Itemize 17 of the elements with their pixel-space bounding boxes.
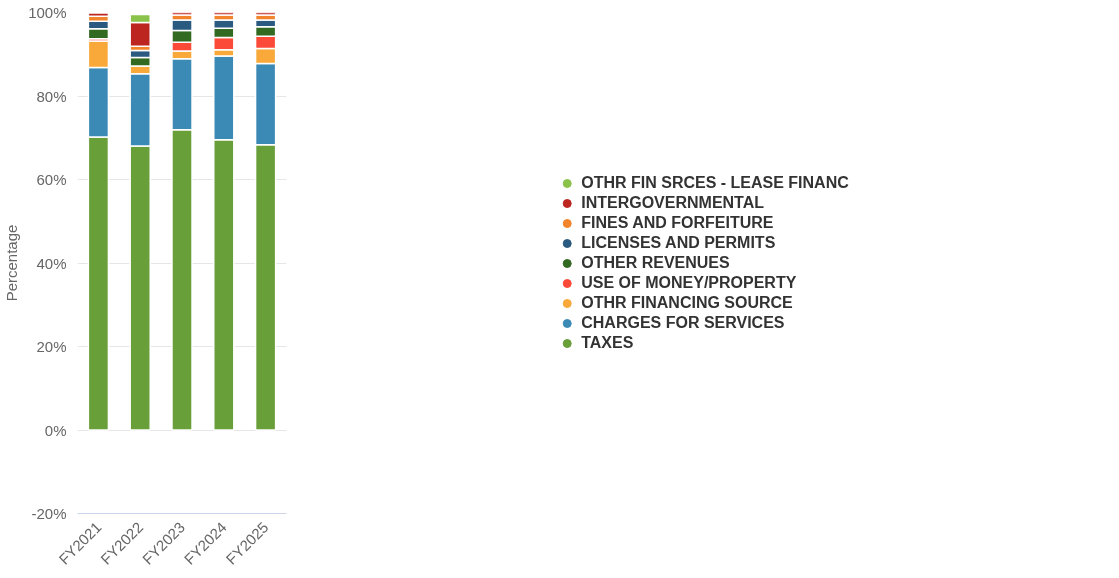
legend-label: LICENSES AND PERMITS — [581, 233, 776, 252]
y-tick-label: 100% — [28, 4, 67, 21]
y-tick-label: 60% — [36, 171, 67, 188]
y-tick-label: 20% — [36, 338, 67, 355]
y-tick-label: 80% — [36, 87, 67, 105]
legend-label: CHARGES FOR SERVICES — [581, 313, 785, 332]
y-tick-label: 0% — [44, 421, 67, 439]
legend-label: USE OF MONEY/PROPERTY — [581, 273, 797, 292]
legend-label: OTHR FINANCING SOURCE — [581, 293, 793, 312]
y-axis-title: Percentage — [3, 224, 21, 302]
y-tick-label: 40% — [36, 254, 67, 272]
legend-label: OTHR FIN SRCES - LEASE FINANC — [581, 173, 849, 192]
legend-label: OTHER REVENUES — [581, 253, 730, 272]
legend-label: INTERGOVERNMENTAL — [581, 193, 765, 212]
y-tick-label: -20% — [31, 505, 67, 522]
legend-label: TAXES — [581, 333, 634, 352]
legend-label: FINES AND FORFEITURE — [581, 213, 774, 232]
